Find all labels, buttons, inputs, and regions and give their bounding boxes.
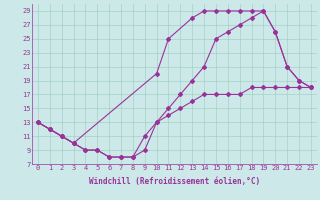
X-axis label: Windchill (Refroidissement éolien,°C): Windchill (Refroidissement éolien,°C) xyxy=(89,177,260,186)
